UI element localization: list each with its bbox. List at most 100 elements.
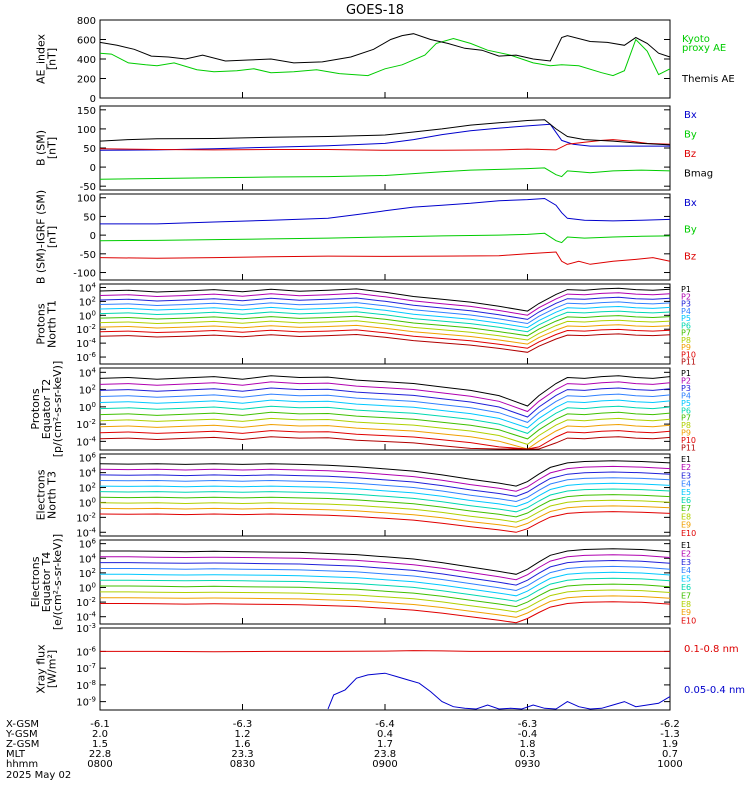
y-axis-label: ProtonsEquator T2[p/(cm²-s-sr-keV)] xyxy=(29,361,64,458)
series-line-e3 xyxy=(99,471,671,497)
series-line-p4 xyxy=(99,393,671,423)
y-axis-label-line: [nT] xyxy=(46,226,59,248)
footer-value: 22.8 xyxy=(89,749,111,760)
y-tick-label: 10-4 xyxy=(76,435,96,448)
y-tick-label: 104 xyxy=(79,366,97,379)
y-axis-label: B (SM)-IGRF (SM)[nT] xyxy=(35,190,59,284)
legend-label: Bz xyxy=(684,149,696,160)
series-line-kyoto-proxy-ae xyxy=(99,37,671,77)
series-line-by xyxy=(99,167,671,180)
y-axis-label-line: [W/m²] xyxy=(46,650,59,688)
series-line-e3 xyxy=(100,559,671,586)
y-axis-label-line: Electrons xyxy=(29,556,42,607)
footer-value: 0.3 xyxy=(520,749,536,760)
legend-label: P7 xyxy=(681,414,691,423)
legend-label: P11 xyxy=(681,358,696,367)
series-line-p10 xyxy=(99,328,671,349)
legend-label: P6 xyxy=(681,321,691,330)
series-line-p3 xyxy=(99,296,671,320)
series-line-e10 xyxy=(99,511,671,533)
series-line-0-05-0-4-nm xyxy=(327,672,671,710)
series-line-p5 xyxy=(99,399,671,429)
panel-bsm: 150 100 50 0 -50 B (SM)[nT] Bx By Bz Bmag xyxy=(35,105,713,193)
y-tick-label: 102 xyxy=(79,482,96,495)
y-axis-label-line: Protons xyxy=(29,388,42,429)
panel-frame xyxy=(99,539,671,625)
figure-title: GOES-18 xyxy=(346,3,404,18)
legend-label: E7 xyxy=(681,591,691,600)
series-line-e4 xyxy=(100,565,671,592)
y-tick-label: 100 xyxy=(79,401,96,414)
legend-label: Bz xyxy=(684,251,696,262)
y-tick-label: 102 xyxy=(79,295,96,308)
footer-value: 1000 xyxy=(657,759,682,770)
y-axis-label-line: B (SM) xyxy=(35,130,48,166)
series-line-0-1-0-8-nm xyxy=(100,650,670,653)
legend-label: By xyxy=(684,130,697,141)
series-line-e1 xyxy=(99,460,671,487)
footer-value: 0.7 xyxy=(662,749,678,760)
legend-label: P4 xyxy=(681,391,691,400)
y-tick-label: 106 xyxy=(79,538,97,551)
legend-label: E2 xyxy=(681,549,691,558)
y-tick-label: 10-9 xyxy=(76,696,96,709)
y-tick-label: 100 xyxy=(77,125,96,136)
y-tick-label: 102 xyxy=(79,384,96,397)
panel-frame xyxy=(99,627,671,711)
series-line-e6 xyxy=(99,488,671,513)
y-tick-label: 600 xyxy=(77,36,96,47)
legend-label: P3 xyxy=(681,384,691,393)
y-tick-label: 10-6 xyxy=(76,645,96,658)
y-tick-label: 10-7 xyxy=(76,662,96,675)
footer-value: 23.8 xyxy=(374,749,396,760)
legend-label: P9 xyxy=(681,429,691,438)
y-tick-label: 106 xyxy=(79,452,97,465)
series-line-p8 xyxy=(99,319,671,341)
series-line-p6 xyxy=(99,310,671,333)
y-tick-label: 10-2 xyxy=(76,596,96,609)
legend-label: E10 xyxy=(681,617,696,626)
series-line-e2 xyxy=(100,554,671,581)
footer-value: 0830 xyxy=(230,759,255,770)
series-line-e7 xyxy=(99,494,671,518)
y-tick-label: 50 xyxy=(83,144,96,155)
y-tick-label: 150 xyxy=(77,106,96,117)
y-axis-label-line: Equator T2 xyxy=(40,379,53,439)
y-tick-label: 50 xyxy=(83,212,96,223)
y-tick-label: 100 xyxy=(79,309,96,322)
y-axis-label-line: [nT] xyxy=(46,48,59,70)
footer-value: 1.6 xyxy=(235,739,251,750)
legend-label: P3 xyxy=(681,300,691,309)
legend-label: E8 xyxy=(681,600,691,609)
legend-label: E8 xyxy=(681,512,691,521)
legend-label: E6 xyxy=(681,496,691,505)
y-tick-label: 102 xyxy=(79,567,96,580)
legend-label: By xyxy=(684,225,697,236)
series-line-e2 xyxy=(99,465,671,492)
footer-value: 1.2 xyxy=(235,729,251,740)
legend-label: P1 xyxy=(681,285,691,294)
y-axis-label: ProtonsNorth T1 xyxy=(35,300,59,348)
series-line-bx xyxy=(100,197,671,225)
y-tick-label: 10-4 xyxy=(76,337,96,350)
y-tick-label: 400 xyxy=(77,55,96,66)
panel-xray: 10-3 10-6 10-7 10-8 10-9 Xray flux[W/m²] 0.1-0… xyxy=(35,622,745,711)
legend-label: P2 xyxy=(681,292,691,301)
legend-label: P10 xyxy=(681,350,696,359)
footer-row-label: 2025 May 02 xyxy=(6,770,71,781)
y-axis-label-line: [nT] xyxy=(46,137,59,159)
footer-value: -1.3 xyxy=(660,729,680,740)
series-line-p4 xyxy=(99,301,671,325)
series-line-p9 xyxy=(99,423,671,450)
panel-bigrf: 100 50 0 -50 -100 B (SM)-IGRF (SM)[nT] Bx By Bz xyxy=(35,190,697,284)
series-line-p9 xyxy=(99,324,671,345)
legend-label: P2 xyxy=(681,376,691,385)
legend-label: E10 xyxy=(681,529,696,538)
legend-label: P4 xyxy=(681,307,691,316)
legend-label: P8 xyxy=(681,336,691,345)
y-tick-label: -50 xyxy=(80,250,96,261)
footer-value: 1.8 xyxy=(520,739,536,750)
